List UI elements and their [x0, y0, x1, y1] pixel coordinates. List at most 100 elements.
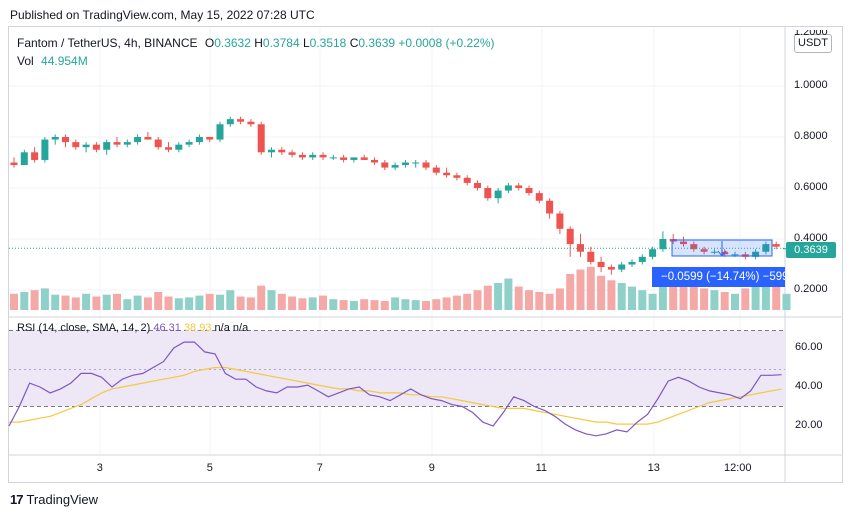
volume-bar [154, 292, 163, 310]
volume-bar [391, 297, 400, 310]
candle-body [659, 239, 667, 250]
candle-body [278, 149, 286, 153]
candle-body [216, 124, 224, 140]
volume-bar [483, 285, 492, 310]
volume-bar [648, 293, 657, 310]
candle-body [638, 256, 646, 262]
candle-body [515, 185, 523, 188]
volume-bar [370, 300, 379, 310]
candle-body [690, 244, 698, 250]
time-tick-label: 9 [428, 462, 435, 474]
rsi-band-fill [9, 330, 785, 407]
chart-frame[interactable] [8, 26, 843, 483]
symbol-legend: Fantom / TetherUS, 4h, BINANCE O0.3632 H… [17, 36, 495, 50]
candle-body [731, 254, 739, 256]
candle-body [247, 121, 255, 125]
candle-body [92, 144, 100, 150]
candle-body [463, 177, 471, 183]
volume-bar [257, 285, 266, 310]
candle-body [680, 241, 687, 245]
rsi-tick-label: 60.00 [795, 341, 823, 353]
volume-bar [20, 292, 29, 310]
candle-body [10, 162, 18, 166]
currency-button[interactable]: USDT [794, 34, 832, 53]
candle-body [41, 139, 49, 160]
rsi-line [8, 341, 782, 437]
candles [10, 116, 790, 275]
candle-body [628, 261, 636, 265]
rsi-lines [8, 341, 782, 437]
volume-bar [40, 288, 49, 310]
candle-body [710, 251, 718, 253]
candle-body [298, 154, 306, 158]
time-tick-label: 7 [316, 462, 323, 474]
candle-body [82, 144, 90, 148]
candle-body [432, 167, 440, 173]
volume-bar [113, 293, 121, 310]
candle-body [587, 251, 595, 262]
volume-bar [586, 266, 595, 310]
volume-bar [123, 299, 132, 310]
volume-bar [329, 299, 338, 310]
volume-bar [216, 294, 224, 310]
tradingview-brand: TradingView [26, 492, 99, 507]
volume-bar [288, 296, 297, 310]
volume-bar [607, 280, 616, 310]
rsi-sma-value: 38.93 [183, 322, 212, 334]
candle-body [165, 147, 172, 150]
candle-body [62, 137, 69, 143]
measure-label: −0.0599 (−14.74%) −599 [652, 267, 785, 287]
candle-body [360, 157, 368, 160]
volume-bar [751, 283, 760, 310]
volume-bar [628, 286, 636, 310]
volume-bar [267, 290, 276, 310]
volume-bar [102, 294, 111, 310]
candle-body [700, 249, 708, 252]
price-tick-label: 0.4000 [794, 232, 828, 244]
volume-bar [360, 299, 369, 310]
candle-body [577, 244, 584, 252]
volume-bar [452, 295, 461, 310]
volume-bar [442, 297, 451, 310]
candle-body [175, 144, 183, 150]
volume-bar [669, 277, 678, 310]
volume-bar [277, 293, 286, 310]
tradingview-logo[interactable]: 17 TradingView [10, 492, 98, 507]
candle-body [566, 228, 574, 245]
volume-bar [164, 296, 173, 310]
volume-bar [782, 293, 791, 310]
volume-bar [174, 298, 183, 310]
candle-body [453, 175, 461, 178]
candle-body [401, 162, 409, 166]
candle-body [525, 188, 533, 194]
volume-bar [308, 297, 317, 310]
candle-body [123, 142, 131, 145]
volume-bar [432, 299, 441, 310]
candle-body [195, 137, 203, 143]
price-tick-label: 1.0000 [794, 79, 828, 91]
candle-body [618, 264, 626, 270]
volume-bar [185, 297, 194, 310]
volume-bar [494, 283, 503, 310]
published-caption: Published on TradingView.com, May 15, 20… [10, 8, 315, 22]
volume-bar [298, 298, 307, 310]
symbol-name: Fantom / TetherUS, 4h, BINANCE [17, 36, 198, 50]
candle-body [607, 267, 615, 270]
candle-body [72, 142, 80, 148]
candle-body [494, 190, 502, 199]
volume-bars [10, 266, 791, 310]
volume-bar [339, 300, 348, 310]
volume-bar [576, 269, 585, 310]
candle-body [350, 157, 358, 160]
rsi-name: RSI (14, close, SMA, 14, 2) [17, 322, 151, 334]
candle-body [309, 154, 317, 158]
candle-body [340, 157, 348, 160]
volume-bar [82, 293, 91, 310]
volume-bar [741, 288, 750, 310]
candle-body [381, 162, 389, 168]
tradingview-logo-icon: 17 [10, 492, 24, 507]
volume-bar [700, 288, 709, 310]
volume-bar [143, 297, 152, 310]
time-tick-label: 12:00 [724, 462, 752, 474]
